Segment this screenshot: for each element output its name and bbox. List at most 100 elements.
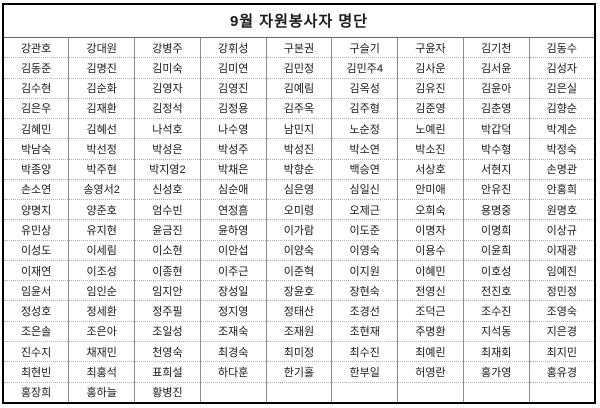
name-cell: 이명자 [397, 219, 464, 241]
name-cell: 장현숙 [331, 280, 398, 301]
name-cell: 이재광 [528, 239, 595, 261]
name-cell: 서상호 [397, 158, 464, 180]
name-cell: 최경숙 [199, 340, 267, 362]
name-cell: 김동수 [528, 36, 595, 58]
name-cell: 정민정 [528, 280, 595, 301]
name-cell: 박채은 [199, 158, 267, 180]
name-cell: 조일성 [134, 320, 201, 342]
name-cell: 김윤아 [462, 77, 530, 99]
name-cell: 정성호 [3, 300, 69, 322]
name-cell: 황병진 [134, 381, 201, 403]
name-cell: 심일신 [331, 178, 398, 200]
name-cell: 박향순 [265, 158, 332, 180]
name-cell: 이소현 [134, 239, 201, 261]
name-cell: 이상규 [528, 219, 595, 241]
name-cell: 강관호 [3, 36, 69, 58]
name-cell: 백승연 [331, 158, 398, 180]
name-cell: 오미령 [265, 199, 332, 220]
table-row: 박종양 박주현 박지영2 박채은 박향순 백승연 서상호 서현지 손명관 [3, 158, 595, 180]
name-cell: 안유진 [462, 178, 530, 200]
table-row: 김혜민 김혜선 나석호 나수영 남민지 노순정 노예린 박갑덕 박계순 [3, 118, 595, 139]
name-cell: 김향순 [528, 97, 595, 119]
name-cell: 이용수 [397, 239, 464, 261]
empty-cell [265, 381, 332, 403]
name-cell: 표희설 [134, 361, 201, 383]
name-cell: 박선정 [68, 138, 135, 160]
name-cell: 박정숙 [528, 138, 595, 160]
name-cell: 조영숙 [528, 300, 595, 322]
name-cell: 이안섭 [199, 239, 267, 261]
name-cell: 홍가영 [462, 361, 530, 383]
name-cell: 김성자 [528, 57, 595, 79]
name-cell: 김재환 [68, 97, 135, 119]
name-cell: 정주필 [134, 300, 201, 322]
name-cell: 이재연 [3, 259, 69, 281]
name-cell: 손소연 [3, 178, 69, 200]
name-cell: 장윤호 [265, 280, 332, 301]
name-cell: 박소연 [331, 138, 398, 160]
name-cell: 최미정 [265, 340, 332, 362]
page-title: 9월 자원봉사자 명단 [3, 4, 595, 38]
name-cell: 최재회 [462, 340, 530, 362]
table-row: 최현빈 최홍석 표희설 하다훈 한기홀 한부일 허영란 홍가영 홍유경 [3, 361, 595, 383]
name-cell: 유지현 [68, 219, 135, 241]
name-cell: 김혜민 [3, 118, 69, 139]
name-cell: 조현재 [331, 320, 398, 342]
name-cell: 조재숙 [199, 320, 267, 342]
name-cell: 김영진 [199, 77, 267, 99]
name-cell: 전진호 [462, 280, 530, 301]
name-cell: 김미숙 [134, 57, 201, 79]
empty-cell [397, 381, 464, 403]
name-cell: 박성주 [199, 138, 267, 160]
volunteer-roster-sheet: 9월 자원봉사자 명단 강관호 강대원 강병주 강휘성 구본권 구슬기 구윤자 김기천 김동수 김… [2, 3, 596, 404]
table-row: 박남숙 박선정 박성은 박성주 박성진 박소연 박소진 박수형 박정숙 [3, 138, 595, 160]
name-cell: 최홍석 [68, 361, 135, 383]
name-cell: 홍유경 [528, 361, 595, 383]
empty-cell [462, 381, 530, 403]
name-cell: 원명호 [528, 199, 595, 220]
empty-cell [528, 381, 595, 403]
name-cell: 김정석 [134, 97, 201, 119]
name-cell: 양준호 [68, 199, 135, 220]
name-cell: 오제근 [331, 199, 398, 220]
name-cell: 김미연 [199, 57, 267, 79]
name-cell: 강휘성 [199, 36, 267, 58]
name-cell: 서현지 [462, 158, 530, 180]
name-cell: 이지원 [331, 259, 398, 281]
name-cell: 구슬기 [331, 36, 398, 58]
name-cell: 김영자 [134, 77, 201, 99]
name-cell: 조덕근 [397, 300, 464, 322]
table-row: 조은솔 조은아 조일성 조재숙 조재원 조현재 주명환 지석동 지은경 [3, 320, 595, 342]
name-cell: 이명희 [462, 219, 530, 241]
name-cell: 박성진 [265, 138, 332, 160]
name-cell: 나석호 [134, 118, 201, 139]
name-cell: 채재민 [68, 340, 135, 362]
volunteer-roster-table: 9월 자원봉사자 명단 강관호 강대원 강병주 강휘성 구본권 구슬기 구윤자 김기천 김동수 김… [2, 3, 596, 404]
name-cell: 김사운 [397, 57, 464, 79]
table-row: 임윤서 임인순 임지안 장성일 장윤호 장현숙 전영신 전진호 정민정 [3, 280, 595, 301]
name-cell: 김기천 [462, 36, 530, 58]
name-cell: 박성은 [134, 138, 201, 160]
name-cell: 김동준 [3, 57, 69, 79]
table-row: 홍장희 홍하늘 황병진 [3, 381, 595, 403]
table-row: 손소연 송영서2 신성호 심순애 심은영 심일신 안미애 안유진 안홍희 [3, 178, 595, 200]
name-cell: 박수형 [462, 138, 530, 160]
name-cell: 김유진 [397, 77, 464, 99]
name-cell: 장성일 [199, 280, 267, 301]
name-cell: 노예린 [397, 118, 464, 139]
name-cell: 이주근 [199, 259, 267, 281]
name-cell: 구윤자 [397, 36, 464, 58]
name-cell: 박지영2 [134, 158, 201, 180]
name-cell: 구본권 [265, 36, 332, 58]
name-cell: 김주형 [331, 97, 398, 119]
name-cell: 허영란 [397, 361, 464, 383]
name-cell: 하다훈 [199, 361, 267, 383]
name-cell: 이도준 [331, 219, 398, 241]
name-cell: 최수진 [331, 340, 398, 362]
name-cell: 신성호 [134, 178, 201, 200]
table-row: 이성도 이세림 이소현 이안섭 이양숙 이영숙 이용수 이윤희 이재광 [3, 239, 595, 261]
name-cell: 박종양 [3, 158, 69, 180]
name-cell: 최현빈 [3, 361, 69, 383]
table-row: 김은우 김재환 김정석 김정용 김주옥 김주형 김준영 김춘영 김향순 [3, 97, 595, 119]
name-cell: 임인순 [68, 280, 135, 301]
